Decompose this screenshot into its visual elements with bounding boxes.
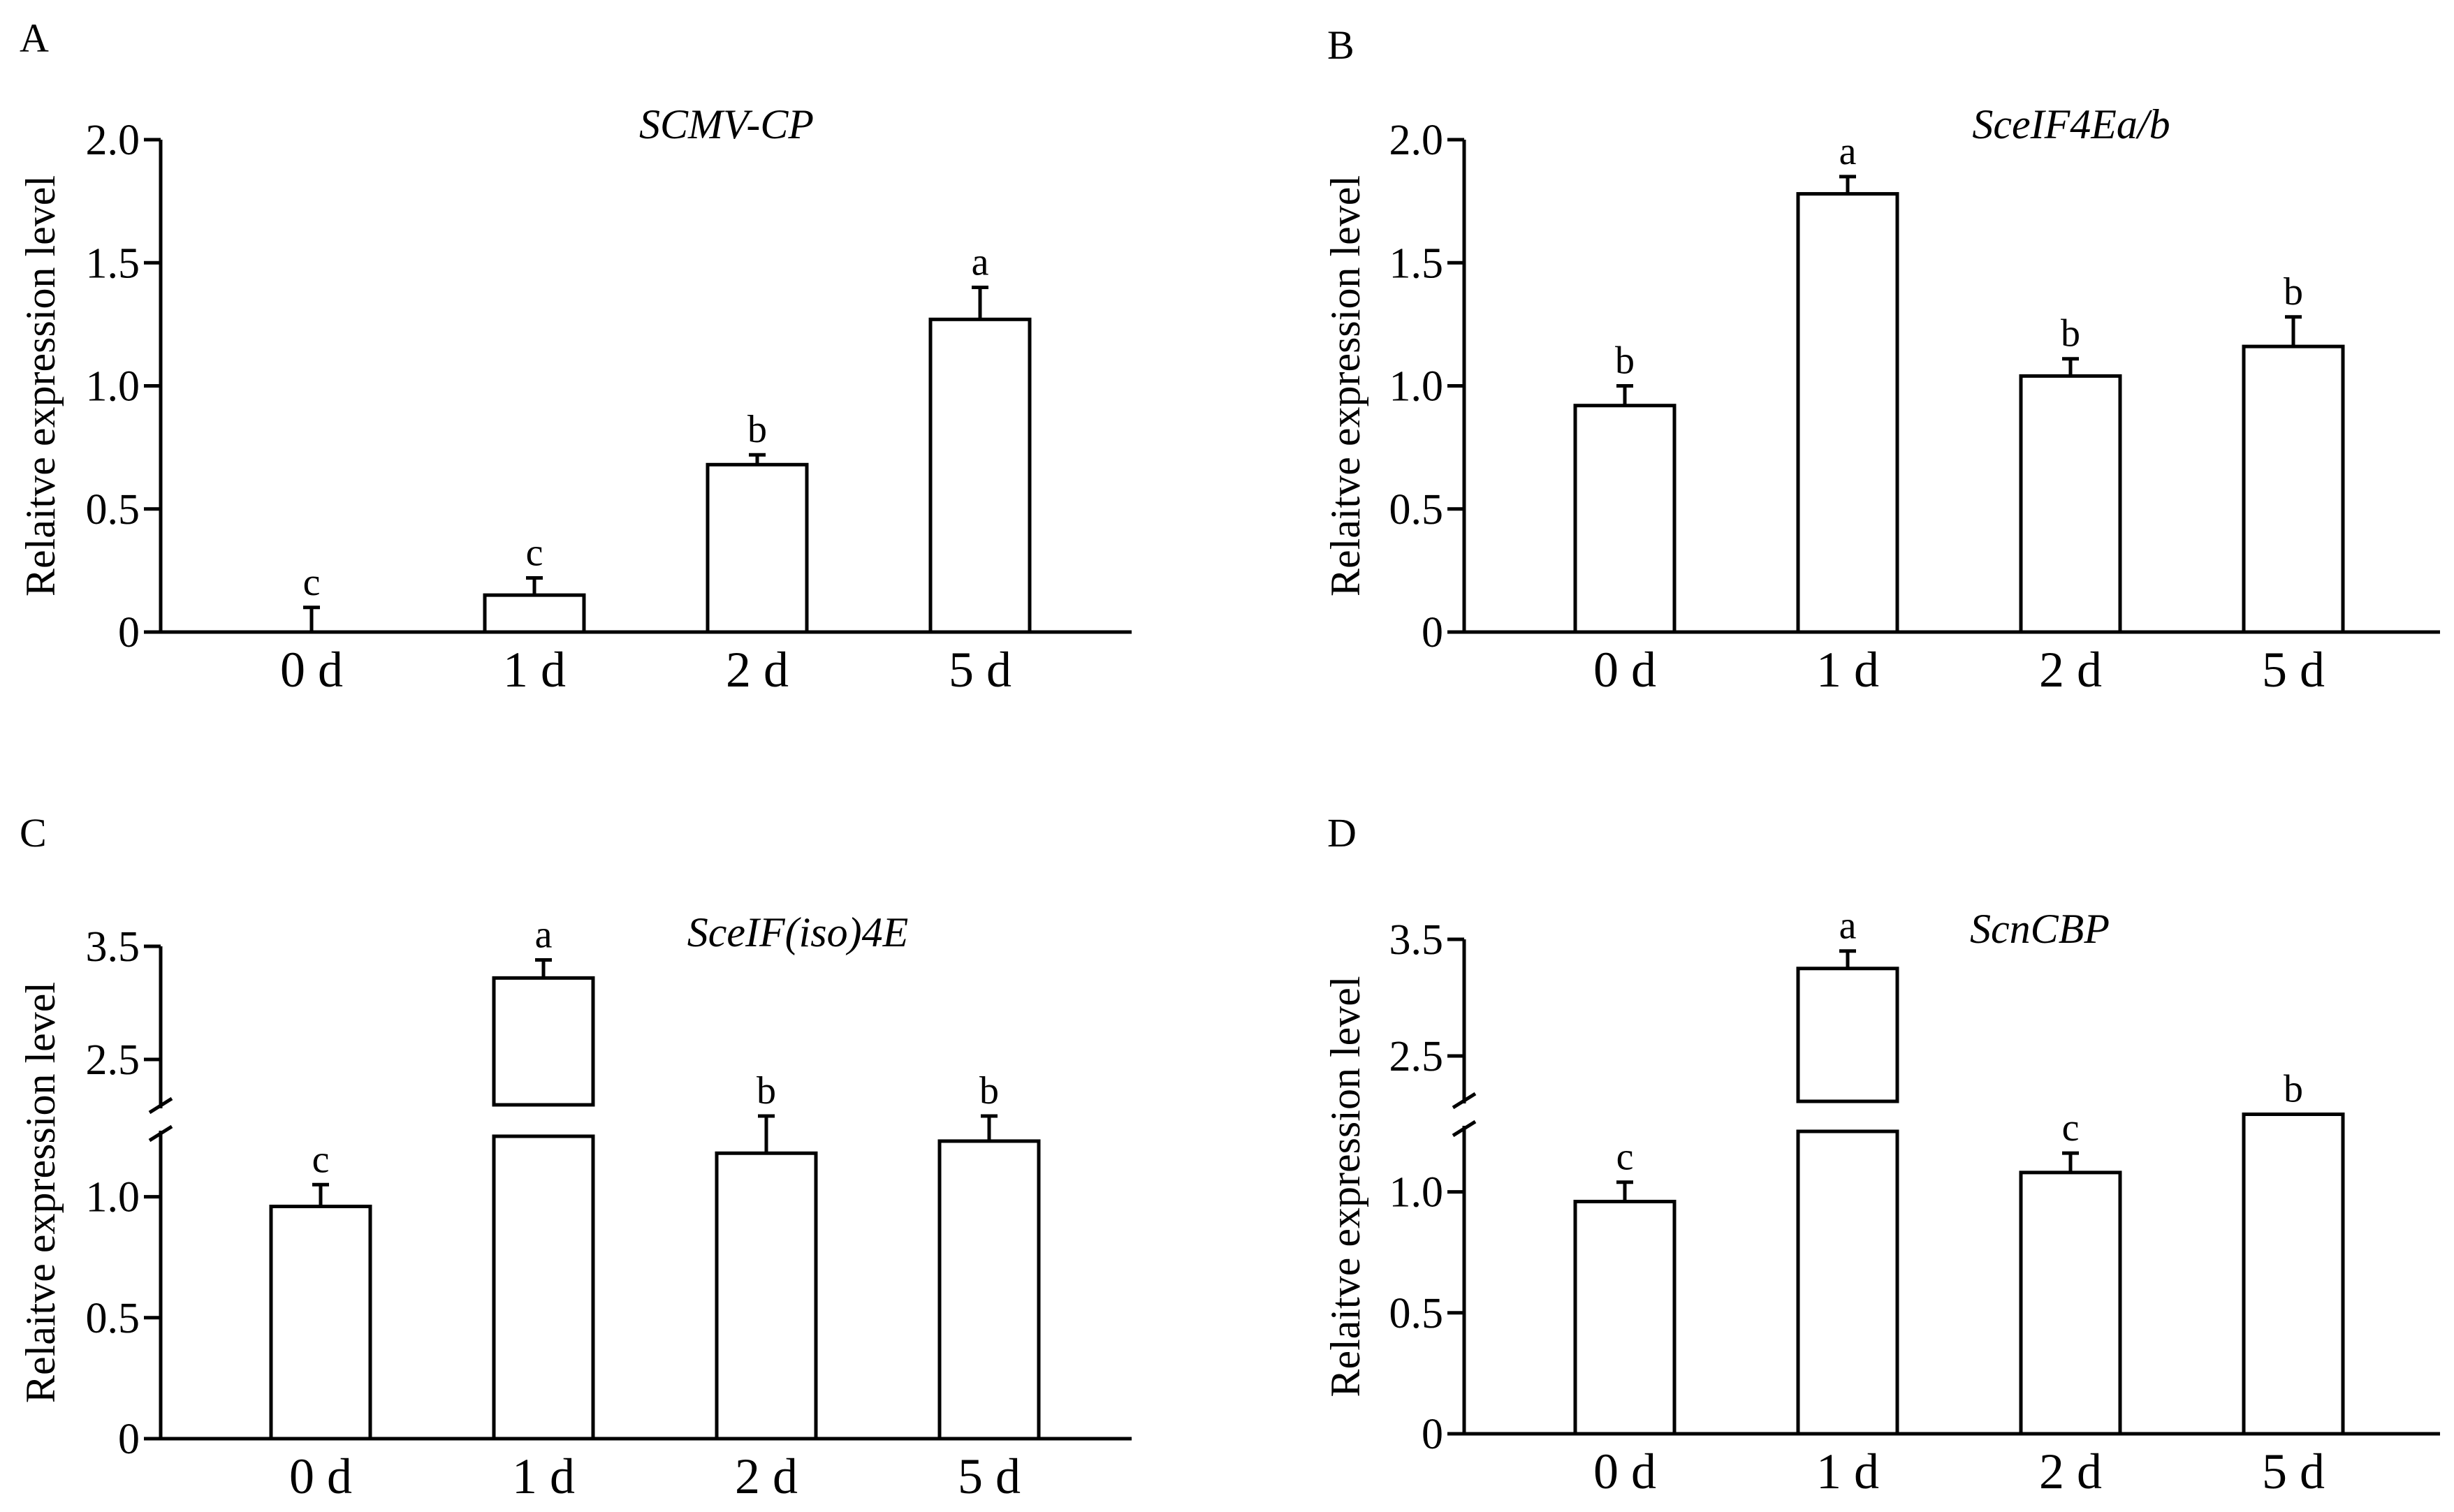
x-category-label-1: 1 d [512, 1448, 575, 1504]
chart-title: ScnCBP [1970, 906, 2110, 952]
significance-label-1: a [1839, 130, 1857, 173]
charts-group: 0 0.5 1.0 1.5 2.0 Relaitve expression level SC… [17, 101, 2440, 1504]
significance-label-3: b [2284, 1068, 2303, 1111]
chart-title: SceIF(iso)4E [687, 909, 909, 955]
y-tick-label: 0.5 [86, 486, 140, 534]
y-axis-title: Relaitve expression level [1322, 976, 1368, 1397]
x-category-label-3: 5 d [958, 1448, 1021, 1504]
significance-label-3: b [979, 1069, 999, 1113]
chart-d: 0 0.5 1.0 2.5 3.5 Relaitve expression level Sc… [1322, 904, 2440, 1499]
y-tick-label: 2.0 [86, 117, 140, 164]
y-axis-title: Relaitve expression level [17, 175, 64, 596]
significance-label-1: a [1839, 904, 1857, 948]
y-tick-label: 1.0 [86, 363, 140, 411]
panel-letter-c: C [20, 810, 47, 856]
x-category-label-0: 0 d [1593, 1444, 1656, 1499]
bar-3 [2242, 344, 2345, 634]
bar-upper-1 [1796, 967, 1899, 1103]
y-tick-label: 3.5 [1389, 916, 1444, 964]
bar-3 [2242, 1113, 2345, 1436]
x-category-label-3: 5 d [2262, 642, 2325, 698]
y-axis-title: Relaitve expression level [17, 982, 64, 1403]
y-tick-label: 1.0 [1389, 363, 1444, 411]
x-category-label-2: 2 d [726, 642, 789, 698]
significance-label-2: b [757, 1069, 776, 1113]
y-tick-label: 1.0 [86, 1174, 140, 1221]
y-tick-label: 0.5 [86, 1295, 140, 1342]
x-category-label-1: 1 d [503, 642, 566, 698]
bar-3 [937, 1139, 1041, 1441]
y-tick-label: 1.5 [86, 240, 140, 287]
bar-2 [2019, 1170, 2122, 1436]
significance-label-2: b [747, 408, 767, 451]
panel-letter-d: D [1327, 810, 1357, 856]
x-category-label-3: 5 d [2262, 1444, 2325, 1499]
x-category-label-0: 0 d [280, 642, 343, 698]
bar-lower-1 [1796, 1129, 1899, 1436]
bar-2 [706, 462, 809, 634]
significance-label-2: b [2061, 312, 2080, 355]
x-category-label-0: 0 d [1593, 642, 1656, 698]
y-axis-title: Relaitve expression level [1322, 175, 1368, 596]
bar-2 [715, 1151, 818, 1441]
x-category-label-1: 1 d [1816, 1444, 1879, 1499]
significance-label-0: c [303, 561, 321, 604]
bar-2 [2019, 374, 2122, 634]
x-category-label-2: 2 d [735, 1448, 798, 1504]
x-category-label-1: 1 d [1816, 642, 1879, 698]
x-category-label-2: 2 d [2039, 642, 2102, 698]
y-tick-label: 0 [1422, 1411, 1443, 1458]
bar-lower-1 [492, 1134, 595, 1441]
y-tick-label: 2.0 [1389, 117, 1444, 164]
panel-letter-b: B [1327, 22, 1354, 68]
chart-title: SceIF4Ea/b [1972, 101, 2170, 147]
significance-label-3: b [2284, 270, 2303, 314]
y-tick-label: 3.5 [86, 923, 140, 971]
y-tick-label: 0 [1422, 609, 1443, 656]
chart-title: SCMV-CP [639, 101, 814, 147]
bar-0 [1573, 404, 1677, 634]
significance-label-3: a [972, 241, 989, 284]
bar-3 [928, 317, 1032, 634]
axis-break-mark-lower [148, 1124, 173, 1143]
axis-break-mark-lower [1452, 1120, 1477, 1138]
significance-label-2: c [2062, 1106, 2080, 1150]
significance-label-1: c [526, 531, 543, 574]
significance-label-0: c [312, 1138, 330, 1181]
chart-b: 0 0.5 1.0 1.5 2.0 Relaitve expression level Sc… [1322, 101, 2440, 698]
axis-break-mark-upper [1452, 1092, 1477, 1110]
chart-a: 0 0.5 1.0 1.5 2.0 Relaitve expression level SC… [17, 101, 1132, 698]
chart-c: 0 0.5 1.0 2.5 3.5 Relaitve expression level Sc… [17, 909, 1132, 1504]
x-category-label-2: 2 d [2039, 1444, 2102, 1499]
bar-upper-1 [492, 976, 595, 1107]
bar-1 [1796, 192, 1899, 634]
axis-break-mark-upper [148, 1096, 173, 1115]
significance-label-1: a [535, 913, 553, 956]
bar-0 [1573, 1199, 1677, 1436]
bar-0 [269, 1204, 372, 1441]
bar-1 [483, 593, 586, 634]
y-tick-label: 2.5 [1389, 1033, 1444, 1080]
x-category-label-3: 5 d [949, 642, 1011, 698]
x-category-label-0: 0 d [289, 1448, 352, 1504]
y-tick-label: 1.5 [1389, 240, 1444, 287]
y-tick-label: 0 [118, 1416, 140, 1463]
y-tick-label: 1.0 [1389, 1169, 1444, 1217]
y-tick-label: 2.5 [86, 1036, 140, 1084]
y-tick-label: 0.5 [1389, 1290, 1444, 1337]
y-tick-label: 0.5 [1389, 486, 1444, 534]
panel-letter-a: A [20, 15, 49, 61]
significance-label-0: c [1616, 1136, 1634, 1179]
significance-label-0: b [1615, 339, 1635, 383]
y-tick-label: 0 [118, 609, 140, 656]
